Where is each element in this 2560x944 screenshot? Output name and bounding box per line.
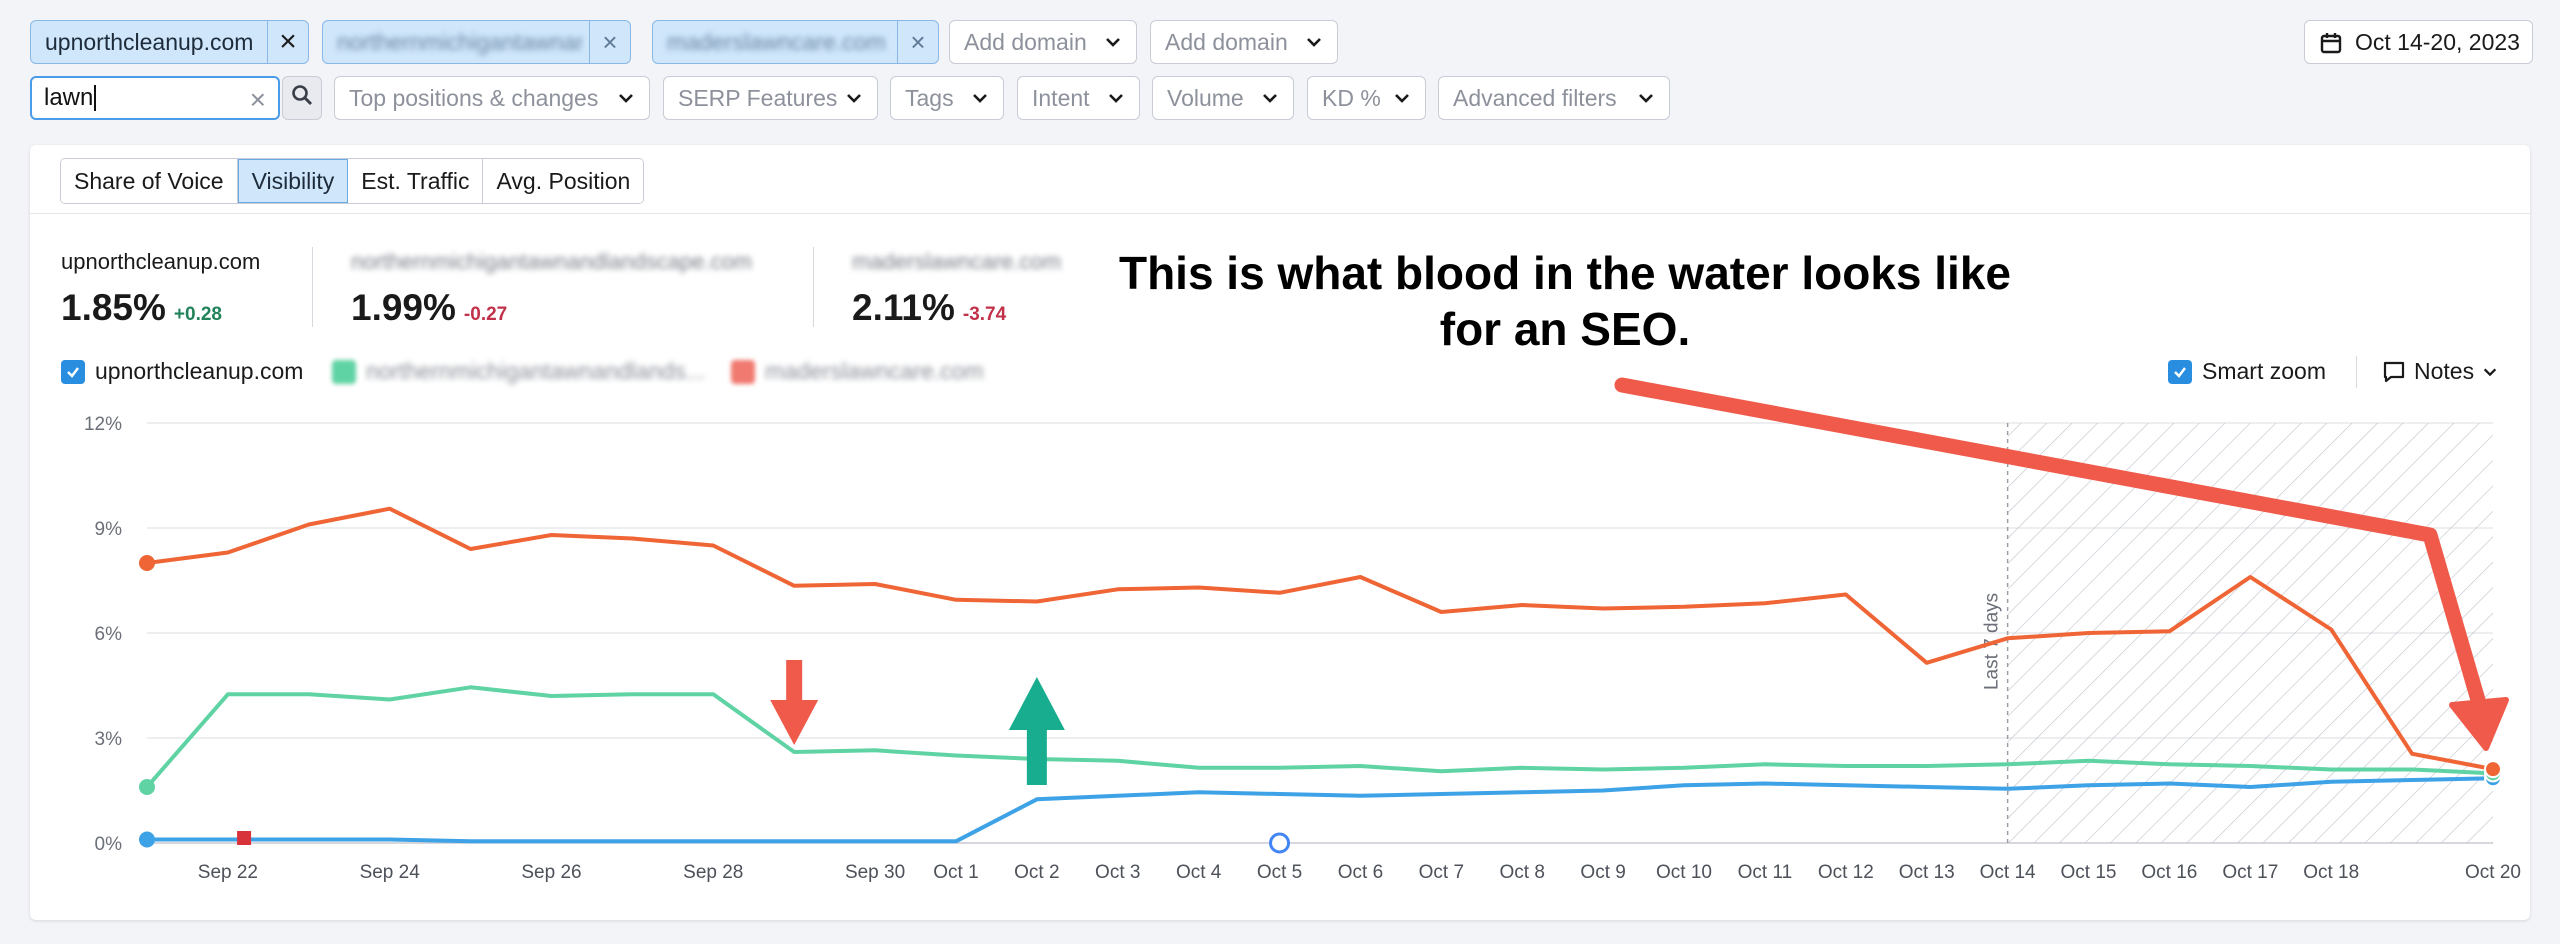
checkbox-checked-icon[interactable] bbox=[61, 359, 85, 384]
legend-item-competitor-2[interactable]: maderslawncare.com bbox=[731, 358, 984, 385]
checkbox-checked-icon[interactable] bbox=[731, 359, 755, 384]
checkbox-checked-icon[interactable] bbox=[332, 359, 356, 384]
primary-domain-chip[interactable]: upnorthcleanup.com × bbox=[30, 20, 309, 64]
tags-dropdown[interactable]: Tags bbox=[890, 76, 1004, 120]
kd-dropdown[interactable]: KD % bbox=[1307, 76, 1426, 120]
calendar-icon bbox=[2319, 31, 2343, 61]
tab-avg-position[interactable]: Avg. Position bbox=[483, 159, 644, 203]
chevron-down-icon bbox=[1107, 89, 1125, 107]
primary-domain-label: upnorthcleanup.com bbox=[45, 28, 254, 55]
remove-domain-icon[interactable]: × bbox=[267, 21, 308, 63]
intent-dropdown[interactable]: Intent bbox=[1017, 76, 1140, 120]
chevron-down-icon bbox=[617, 89, 635, 107]
chevron-down-icon bbox=[2482, 364, 2498, 380]
metric-value: 1.85% bbox=[61, 287, 166, 328]
notes-label: Notes bbox=[2414, 358, 2475, 384]
chevron-down-icon bbox=[971, 89, 989, 107]
keyword-search-input[interactable]: lawn × bbox=[30, 76, 280, 120]
dropdown-label: KD % bbox=[1322, 84, 1381, 111]
dropdown-label: Top positions & changes bbox=[349, 84, 599, 111]
metric-competitor-1: northernmichigantawnandlandscape.com 1.9… bbox=[351, 249, 781, 329]
legend-label: upnorthcleanup.com bbox=[95, 358, 304, 384]
serp-features-dropdown[interactable]: SERP Features bbox=[663, 76, 878, 120]
add-domain-label: Add domain bbox=[964, 28, 1087, 55]
add-domain-dropdown-1[interactable]: Add domain bbox=[949, 20, 1137, 64]
metric-delta: +0.28 bbox=[173, 304, 222, 325]
chevron-down-icon bbox=[845, 89, 863, 107]
chevron-down-icon bbox=[1305, 33, 1323, 51]
competitor-domain-label-1: northernmichigantawnandlandscape.com bbox=[337, 28, 582, 55]
metric-competitor-2: maderslawncare.com 2.11% -3.74 bbox=[852, 249, 1092, 329]
dropdown-label: Intent bbox=[1032, 84, 1090, 111]
legend-label: maderslawncare.com bbox=[765, 358, 984, 384]
divider bbox=[30, 213, 2530, 214]
smart-zoom-label: Smart zoom bbox=[2202, 358, 2326, 384]
remove-domain-icon[interactable]: × bbox=[589, 21, 630, 63]
metric-primary: upnorthcleanup.com 1.85% +0.28 bbox=[61, 249, 260, 329]
add-domain-label: Add domain bbox=[1165, 28, 1288, 55]
date-range-label: Oct 14-20, 2023 bbox=[2355, 28, 2520, 55]
search-button[interactable] bbox=[282, 76, 322, 120]
chevron-down-icon bbox=[1261, 89, 1279, 107]
comment-icon bbox=[2382, 360, 2406, 384]
notes-button[interactable]: Notes bbox=[2382, 358, 2498, 385]
dropdown-label: Advanced filters bbox=[1453, 84, 1617, 111]
metric-delta: -3.74 bbox=[962, 304, 1007, 325]
checkbox-checked-icon[interactable] bbox=[2168, 359, 2192, 384]
dropdown-label: Volume bbox=[1167, 84, 1244, 111]
competitor-domain-label-2: maderslawncare.com bbox=[667, 28, 886, 55]
metric-value: 2.11% bbox=[852, 287, 955, 328]
dropdown-label: Tags bbox=[905, 84, 954, 111]
add-domain-dropdown-2[interactable]: Add domain bbox=[1150, 20, 1338, 64]
remove-domain-icon[interactable]: × bbox=[897, 21, 938, 63]
tab-est-traffic[interactable]: Est. Traffic bbox=[348, 159, 484, 203]
legend-item-primary[interactable]: upnorthcleanup.com bbox=[61, 358, 303, 385]
tab-share-of-voice[interactable]: Share of Voice bbox=[61, 159, 238, 203]
smart-zoom-toggle[interactable]: Smart zoom bbox=[2168, 358, 2326, 385]
volume-dropdown[interactable]: Volume bbox=[1152, 76, 1294, 120]
legend-item-competitor-1[interactable]: northernmichigantawnandlands... bbox=[332, 358, 705, 385]
metric-tabs: Share of Voice Visibility Est. Traffic A… bbox=[60, 158, 645, 204]
divider bbox=[813, 247, 814, 327]
annotation-text: This is what blood in the water looks li… bbox=[1118, 247, 2012, 355]
metric-domain: northernmichigantawnandlandscape.com bbox=[351, 249, 753, 274]
metric-delta: -0.27 bbox=[463, 304, 508, 325]
competitor-domain-chip-2[interactable]: maderslawncare.com × bbox=[652, 20, 939, 64]
date-range-button[interactable]: Oct 14-20, 2023 bbox=[2304, 20, 2533, 64]
chevron-down-icon bbox=[1393, 89, 1411, 107]
chevron-down-icon bbox=[1104, 33, 1122, 51]
divider bbox=[312, 247, 313, 327]
metric-domain: maderslawncare.com bbox=[852, 249, 1062, 274]
dropdown-label: SERP Features bbox=[678, 84, 838, 111]
advanced-filters-dropdown[interactable]: Advanced filters bbox=[1438, 76, 1670, 120]
search-icon bbox=[291, 84, 313, 112]
tab-visibility[interactable]: Visibility bbox=[237, 159, 349, 203]
metric-domain: upnorthcleanup.com bbox=[61, 249, 261, 274]
metric-value: 1.99% bbox=[351, 287, 456, 328]
competitor-domain-chip-1[interactable]: northernmichigantawnandlandscape.com × bbox=[322, 20, 631, 64]
search-value: lawn bbox=[44, 84, 94, 111]
divider bbox=[2356, 356, 2357, 388]
top-positions-dropdown[interactable]: Top positions & changes bbox=[334, 76, 650, 120]
legend-label: northernmichigantawnandlands... bbox=[366, 358, 705, 384]
clear-icon[interactable]: × bbox=[249, 84, 266, 115]
chevron-down-icon bbox=[1637, 89, 1655, 107]
